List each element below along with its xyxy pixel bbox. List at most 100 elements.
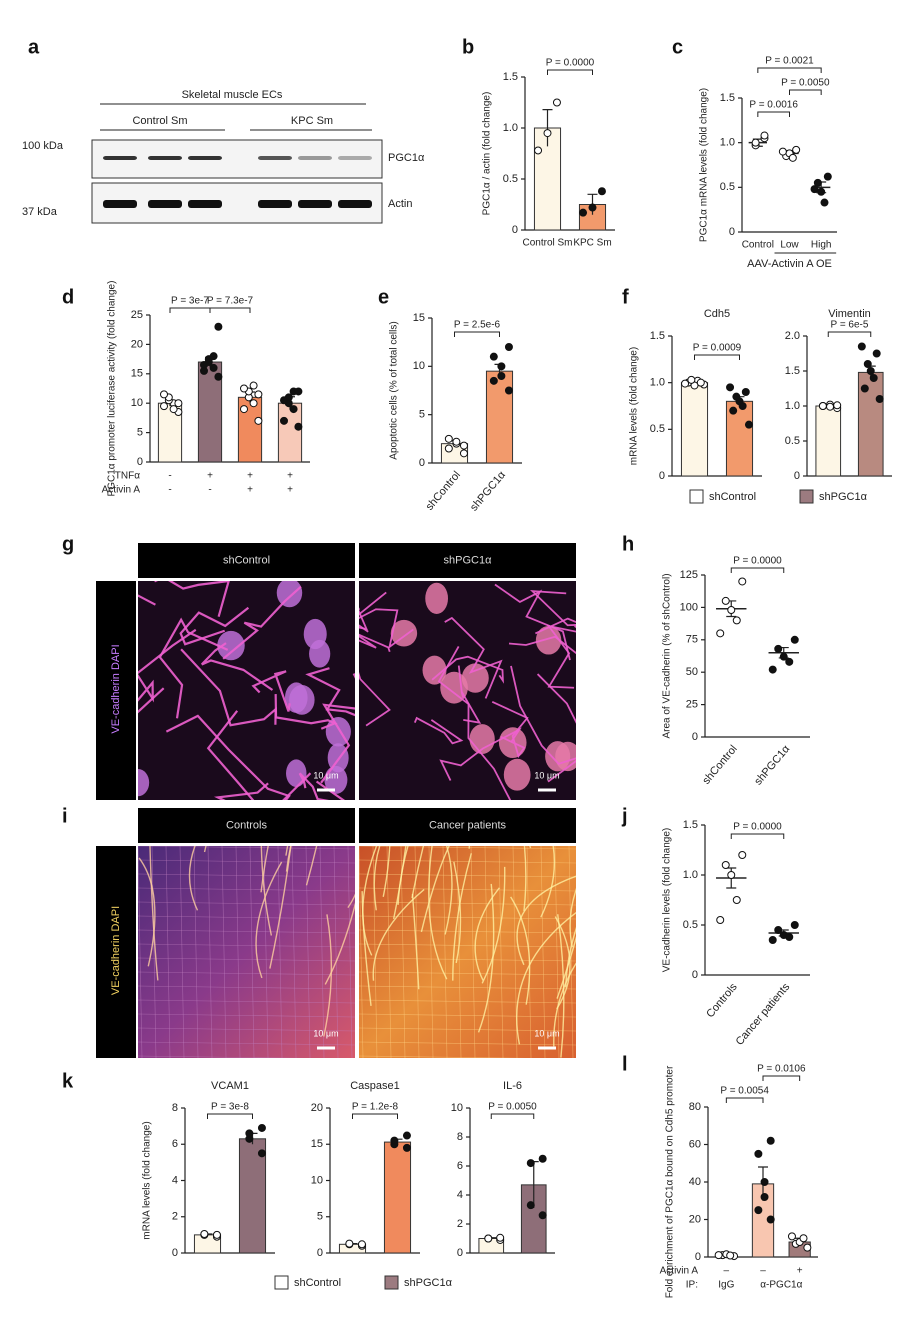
junction <box>222 585 302 660</box>
y-tick-label: 1.5 <box>683 819 698 831</box>
blot-group: KPC Sm <box>291 115 333 127</box>
data-point <box>788 153 797 162</box>
data-point <box>766 1136 775 1145</box>
mesh <box>359 873 576 878</box>
chart-title: Cdh5 <box>704 308 730 320</box>
data-point <box>345 1239 354 1248</box>
y-tick-label: 0 <box>419 457 425 469</box>
junction <box>457 665 482 724</box>
fiber <box>373 846 381 911</box>
chart-title: IL-6 <box>503 1080 522 1092</box>
fiber <box>452 853 472 981</box>
row-mark: – <box>760 1266 766 1277</box>
mesh <box>498 846 504 1058</box>
y-tick-label: 50 <box>686 666 698 678</box>
blot-band <box>103 156 137 160</box>
mesh <box>386 846 392 1058</box>
junction <box>439 727 522 781</box>
mesh <box>277 846 283 1058</box>
blot-title: Skeletal muscle ECs <box>182 89 283 101</box>
nucleus <box>425 582 449 614</box>
fiber <box>540 846 555 918</box>
fiber <box>477 883 495 1033</box>
data-point <box>538 1154 547 1163</box>
fiber <box>564 927 576 988</box>
data-point <box>799 1234 808 1243</box>
data-point <box>452 437 461 446</box>
junction <box>413 716 464 745</box>
data-point <box>732 616 741 625</box>
data-point <box>681 379 690 388</box>
fiber <box>556 936 576 999</box>
data-point <box>790 921 799 929</box>
mesh <box>359 1027 576 1032</box>
mesh <box>442 846 448 1058</box>
row-label: Activin A <box>102 485 141 496</box>
group-label: AAV-Activin A OE <box>747 258 832 270</box>
p-value: P = 0.0054 <box>720 1086 769 1097</box>
data-point <box>813 178 822 187</box>
mesh <box>193 846 199 1058</box>
p-value: P = 0.0021 <box>765 56 814 67</box>
junction <box>529 590 576 627</box>
side-band <box>96 846 136 1058</box>
data-point <box>214 372 223 381</box>
y-tick-label: 0 <box>659 470 665 482</box>
mesh <box>138 943 355 948</box>
y-tick-label: 2.0 <box>785 330 800 342</box>
data-point <box>810 185 819 194</box>
scale-label: 10 μm <box>313 1028 338 1038</box>
junction <box>359 591 414 649</box>
y-axis-label: Apoptotic cells (% of total cells) <box>389 321 400 459</box>
data-point <box>778 147 787 156</box>
p-value: P = 0.0106 <box>757 1064 806 1075</box>
fiber <box>188 846 199 911</box>
fiber <box>305 846 318 886</box>
mesh <box>138 971 355 976</box>
data-point <box>760 1193 769 1201</box>
fiber <box>453 861 462 964</box>
y-axis-label: mRNA levels (fold change) <box>629 347 640 465</box>
image-bg <box>138 846 355 1058</box>
fiber <box>361 891 372 1006</box>
scale-label: 10 μm <box>534 1028 559 1038</box>
row-mark: – <box>724 1266 730 1277</box>
blot-band <box>148 156 182 160</box>
data-point <box>209 352 218 361</box>
data-point <box>212 1230 221 1239</box>
data-point <box>732 896 741 904</box>
nucleus <box>289 684 315 715</box>
mesh <box>359 859 576 864</box>
data-point <box>866 367 875 375</box>
mesh <box>138 929 355 934</box>
y-tick-label: 75 <box>686 634 698 646</box>
y-tick-label: 1.0 <box>503 122 518 134</box>
data-point <box>280 396 288 405</box>
micrograph <box>138 581 355 800</box>
p-value: P = 1.2e-8 <box>352 1102 399 1113</box>
y-tick-label: 1.5 <box>720 92 735 104</box>
data-point <box>790 635 799 644</box>
data-point <box>504 386 513 395</box>
data-point <box>249 399 258 408</box>
data-point <box>823 172 832 181</box>
significance-bracket <box>352 1113 398 1119</box>
y-tick-label: 100 <box>680 601 698 613</box>
data-point <box>872 349 881 358</box>
junction <box>206 710 255 800</box>
blot-band <box>188 200 222 208</box>
mesh <box>138 1041 355 1046</box>
junction <box>431 655 504 684</box>
data-point <box>721 861 730 869</box>
fiber <box>324 902 355 985</box>
panel-letter: f <box>622 286 629 308</box>
mesh <box>359 929 576 934</box>
fiber <box>516 875 576 966</box>
junction <box>536 673 576 724</box>
y-axis-label: PGC1α / actin (fold change) <box>482 92 493 216</box>
nucleus <box>276 581 303 608</box>
bar <box>857 371 884 477</box>
y-tick-label: 2 <box>172 1211 178 1223</box>
legend-label: shControl <box>709 491 756 503</box>
mesh <box>359 1013 576 1018</box>
